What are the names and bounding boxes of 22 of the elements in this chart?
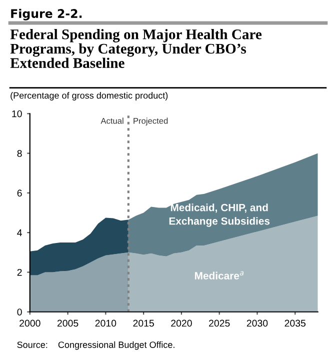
- y-tick-label: 4: [17, 229, 22, 236]
- x-tick-label: 2030: [246, 320, 268, 327]
- x-tick-label: 2000: [20, 320, 40, 327]
- y-tick-label: 6: [17, 190, 22, 197]
- x-tick-label: 2025: [209, 320, 230, 327]
- annotation: Projected: [134, 118, 168, 126]
- y-tick-label: 2: [17, 268, 22, 276]
- y-tick-label: 10: [12, 110, 22, 118]
- series-label: Medicaid, CHIP, and Exchange Subsidies: [169, 204, 270, 227]
- annotation: Actual: [100, 118, 124, 124]
- y-tick-label: 0: [17, 308, 22, 316]
- x-tick-label: 2035: [284, 320, 306, 327]
- series-label: Medicare$^{a}$: [194, 271, 244, 280]
- y-tick-label: 8: [17, 150, 22, 157]
- chart-subtitle: (Percentage of gross domestic product): [10, 92, 168, 100]
- x-tick-label: 2015: [133, 320, 154, 327]
- source-note: Source: Congressional Budget Office.: [17, 341, 174, 350]
- x-tick-label: 2005: [57, 320, 78, 327]
- chart-title: Federal Spending on Major Health Care Programs, by Category, Under CBO’s Extended Baseline: [10, 29, 262, 68]
- caption: Figure 2-2.: [11, 8, 82, 20]
- x-tick-label: 2010: [95, 320, 116, 327]
- x-tick-label: 2020: [171, 320, 192, 327]
